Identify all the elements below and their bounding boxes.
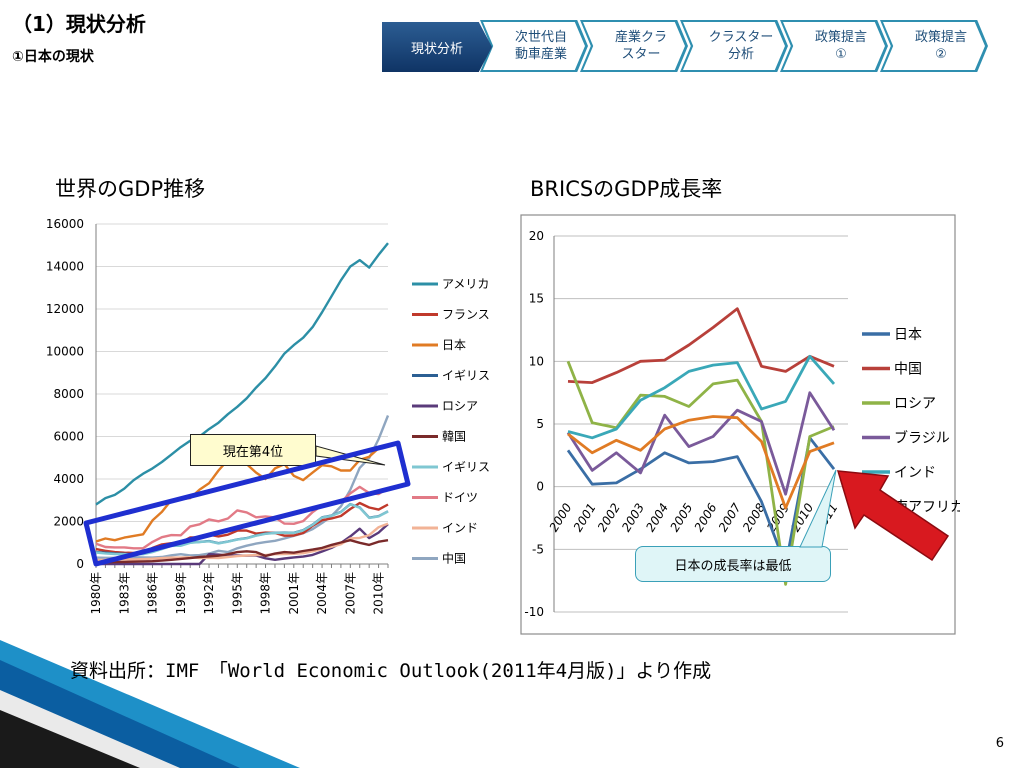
legend-label: 中国 [894,362,922,378]
legend-label: 日本 [894,327,922,343]
nav-step-2[interactable]: 産業クラ スター [583,22,685,70]
y-tick-label: 0 [76,557,84,571]
right-chart-title: BRICSのGDP成長率 [530,177,723,201]
x-tick-label: 2007年 [343,572,357,615]
legend-label: ブラジル [894,430,950,447]
x-tick-label: 2001年 [287,572,301,615]
x-tick-label: 1992年 [202,572,216,615]
y-tick-label: -5 [532,542,544,556]
slide-title: （1）現状分析 [12,12,146,36]
y-tick-label: 6000 [53,430,84,444]
nav-step-active[interactable]: 現状分析 [382,22,492,72]
x-tick-label: 1989年 [174,572,188,615]
nav-step-5[interactable]: 政策提言 ② [883,22,985,70]
series-line [567,415,835,510]
y-tick-label: 2000 [53,515,84,529]
x-tick-label: 1980年 [89,572,103,615]
nav-step-3[interactable]: クラスター 分析 [683,22,785,70]
y-tick-label: 5 [536,417,544,431]
y-tick-label: 12000 [46,302,84,316]
rank-callout: 現在第4位 [190,434,316,466]
growth-callout: 日本の成長率は最低 [635,546,831,582]
left-chart-title: 世界のGDP推移 [55,177,206,201]
legend-label: イギリス [442,460,490,474]
y-tick-label: 10000 [46,345,84,359]
y-tick-label: 20 [529,229,544,243]
y-tick-label: 14000 [46,260,84,274]
x-tick-label: 1998年 [259,572,273,615]
x-tick-label: 2004年 [315,572,329,615]
legend-label: 南アフリカ [894,500,960,516]
page-number: 6 [995,736,1004,751]
y-tick-label: -10 [524,605,544,619]
slide-subtitle: ①日本の現状 [12,49,94,65]
process-nav: 次世代自 動車産業 産業クラ スター クラスター 分析 政策提言 ① 政策提言 ② 現状分… [382,20,1012,74]
legend-label: 日本 [442,338,466,352]
legend-label: イギリス [442,369,490,383]
series-line [566,436,836,568]
legend-label: ロシア [442,399,478,413]
legend-label: アメリカ [442,277,489,291]
series-line [567,307,835,385]
x-tick-label: 1995年 [230,572,244,615]
y-tick-label: 15 [529,292,544,306]
y-tick-label: 16000 [46,217,84,231]
legend-label: ドイツ [442,491,478,505]
x-tick-label: 2010年 [372,572,386,615]
legend-label: インド [894,465,936,481]
series-line [566,391,836,496]
legend-label: 韓国 [442,430,466,444]
x-tick-label: 1986年 [146,572,160,615]
decorative-wedge [0,640,300,768]
world-gdp-chart: 0 2000 4000 6000 8000 10000 12000 14000 16000 198… [46,217,490,615]
legend-label: ロシア [894,396,936,412]
y-tick-label: 8000 [53,387,84,401]
series-line [567,354,836,440]
x-tick-label: 1983年 [117,572,131,615]
y-tick-label: 4000 [53,472,84,486]
legend-label: 中国 [442,551,466,566]
y-tick-label: 10 [529,354,544,368]
legend-label: フランス [442,308,490,322]
legend-label: インド [442,521,478,535]
source-note: 資料出所：IMF 「World Economic Outlook(2011年4月… [70,660,712,682]
nav-step-4[interactable]: 政策提言 ① [783,22,885,70]
y-tick-label: 0 [536,480,544,494]
nav-step-1[interactable]: 次世代自 動車産業 [483,22,585,70]
